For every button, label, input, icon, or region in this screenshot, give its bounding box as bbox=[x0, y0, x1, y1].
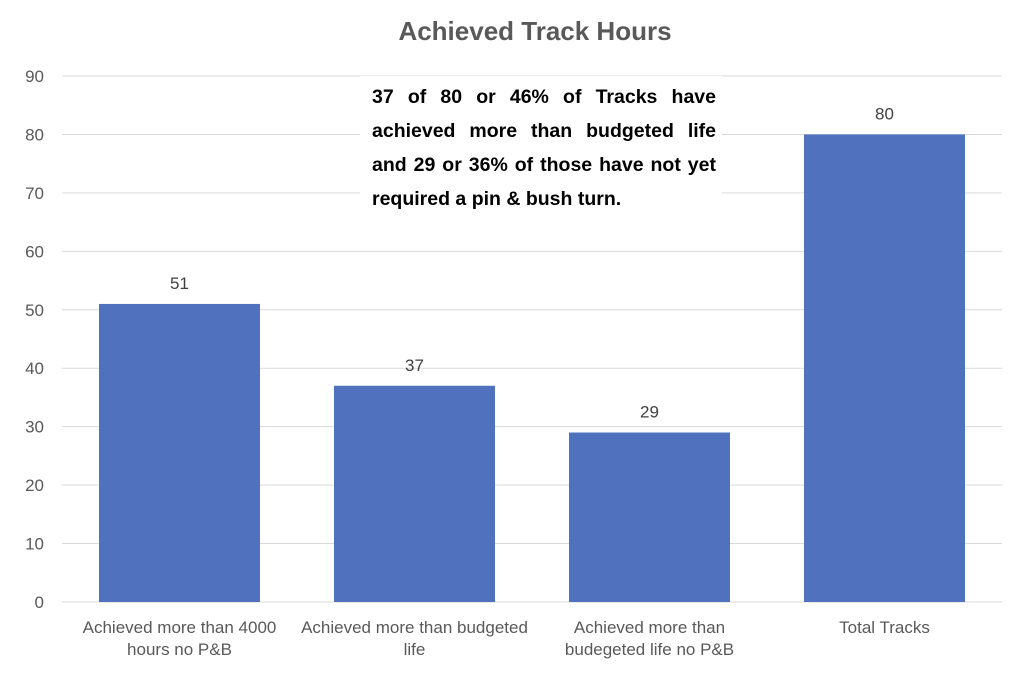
y-tick-label: 40 bbox=[25, 359, 44, 378]
chart-annotation: 37 of 80 or 46% of Tracks have achieved … bbox=[360, 76, 722, 222]
bars bbox=[99, 134, 965, 602]
x-category-label: budegeted life no P&B bbox=[565, 640, 734, 659]
y-tick-label: 0 bbox=[35, 593, 44, 612]
y-tick-label: 10 bbox=[25, 535, 44, 554]
data-label: 80 bbox=[875, 104, 894, 123]
y-tick-label: 50 bbox=[25, 301, 44, 320]
data-label: 51 bbox=[170, 274, 189, 293]
y-tick-label: 80 bbox=[25, 125, 44, 144]
x-category-label: Total Tracks bbox=[839, 618, 930, 637]
y-tick-label: 60 bbox=[25, 242, 44, 261]
data-label: 37 bbox=[405, 356, 424, 375]
data-labels: 51 37 29 80 bbox=[170, 104, 894, 421]
bar bbox=[99, 303, 260, 602]
x-category-label: Achieved more than bbox=[574, 618, 725, 637]
bar bbox=[569, 432, 730, 602]
x-category-label: Achieved more than budgeted bbox=[301, 618, 528, 637]
x-axis-category-labels: Achieved more than 4000 hours no P&B Achie… bbox=[83, 618, 930, 659]
y-tick-label: 20 bbox=[25, 476, 44, 495]
y-axis-tick-labels: 0 10 20 30 40 50 60 70 80 90 bbox=[25, 67, 44, 612]
chart-title: Achieved Track Hours bbox=[398, 16, 671, 46]
data-label: 29 bbox=[640, 403, 659, 422]
y-tick-label: 30 bbox=[25, 418, 44, 437]
bar bbox=[804, 134, 965, 602]
x-category-label: hours no P&B bbox=[127, 640, 232, 659]
x-category-label: life bbox=[404, 640, 426, 659]
bar bbox=[334, 385, 495, 602]
y-tick-label: 70 bbox=[25, 184, 44, 203]
x-category-label: Achieved more than 4000 bbox=[83, 618, 277, 637]
y-tick-label: 90 bbox=[25, 67, 44, 86]
